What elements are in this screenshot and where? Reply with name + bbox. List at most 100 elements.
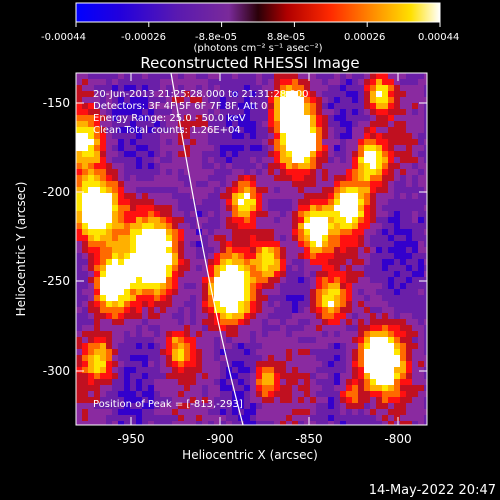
heatmap-cell <box>262 265 268 271</box>
heatmap-cell <box>184 271 190 277</box>
heatmap-cell <box>358 241 364 247</box>
heatmap-cell <box>148 295 154 301</box>
heatmap-cell <box>94 157 100 163</box>
heatmap-cell <box>424 343 427 349</box>
heatmap-cell <box>364 409 370 415</box>
heatmap-cell <box>268 133 274 139</box>
heatmap-cell <box>226 283 232 289</box>
heatmap-cell <box>304 361 310 367</box>
heatmap-cell <box>304 169 310 175</box>
heatmap-cell <box>388 355 394 361</box>
heatmap-cell <box>334 271 340 277</box>
heatmap-cell <box>184 415 190 421</box>
heatmap-cell <box>286 103 292 109</box>
heatmap-cell <box>328 403 334 409</box>
heatmap-cell <box>100 187 106 193</box>
heatmap-cell <box>232 115 238 121</box>
heatmap-cell <box>274 235 280 241</box>
heatmap-cell <box>148 325 154 331</box>
heatmap-cell <box>118 235 124 241</box>
heatmap-cell <box>100 205 106 211</box>
heatmap-cell <box>316 421 322 425</box>
heatmap-cell <box>412 331 418 337</box>
heatmap-cell <box>100 277 106 283</box>
heatmap-cell <box>220 85 226 91</box>
heatmap-cell <box>424 133 427 139</box>
heatmap-cell <box>298 361 304 367</box>
heatmap-cell <box>346 277 352 283</box>
heatmap-cell <box>400 229 406 235</box>
heatmap-cell <box>106 421 112 425</box>
heatmap-cell <box>184 241 190 247</box>
heatmap-cell <box>256 211 262 217</box>
heatmap-cell <box>94 283 100 289</box>
heatmap-cell <box>268 319 274 325</box>
heatmap-cell <box>190 211 196 217</box>
heatmap-cell <box>424 205 427 211</box>
heatmap-cell <box>154 187 160 193</box>
heatmap-cell <box>130 367 136 373</box>
heatmap-cell <box>190 97 196 103</box>
heatmap-cell <box>346 385 352 391</box>
heatmap-cell <box>268 295 274 301</box>
heatmap-cell <box>418 337 424 343</box>
heatmap-cell <box>352 235 358 241</box>
heatmap-cell <box>226 97 232 103</box>
heatmap-cell <box>178 145 184 151</box>
heatmap-cell <box>274 217 280 223</box>
heatmap-cell <box>124 241 130 247</box>
heatmap-cell <box>184 109 190 115</box>
heatmap-cell <box>166 115 172 121</box>
heatmap-cell <box>226 307 232 313</box>
heatmap-cell <box>226 241 232 247</box>
heatmap-cell <box>136 103 142 109</box>
heatmap-cell <box>232 163 238 169</box>
heatmap-cell <box>238 397 244 403</box>
heatmap-cell <box>376 103 382 109</box>
heatmap-cell <box>400 85 406 91</box>
heatmap-cell <box>412 403 418 409</box>
heatmap-cell <box>160 97 166 103</box>
heatmap-cell <box>268 73 274 79</box>
heatmap-cell <box>136 337 142 343</box>
heatmap-cell <box>190 247 196 253</box>
heatmap-cell <box>100 103 106 109</box>
heatmap-cell <box>76 421 82 425</box>
heatmap-cell <box>226 73 232 79</box>
heatmap-cell <box>322 181 328 187</box>
heatmap-cell <box>148 307 154 313</box>
heatmap-cell <box>340 403 346 409</box>
heatmap-cell <box>424 175 427 181</box>
heatmap-cell <box>238 97 244 103</box>
heatmap-cell <box>322 307 328 313</box>
heatmap-cell <box>226 319 232 325</box>
heatmap-cell <box>262 421 268 425</box>
heatmap-cell <box>304 217 310 223</box>
heatmap-cell <box>238 187 244 193</box>
heatmap-cell <box>274 373 280 379</box>
heatmap-cell <box>364 379 370 385</box>
heatmap-cell <box>112 223 118 229</box>
heatmap-cell <box>352 415 358 421</box>
heatmap-cell <box>94 97 100 103</box>
heatmap-cell <box>286 259 292 265</box>
heatmap-cell <box>250 319 256 325</box>
heatmap-cell <box>322 97 328 103</box>
heatmap-cell <box>112 193 118 199</box>
heatmap-cell <box>130 397 136 403</box>
heatmap-cell <box>376 97 382 103</box>
heatmap-cell <box>226 301 232 307</box>
heatmap-cell <box>256 289 262 295</box>
heatmap-cell <box>226 139 232 145</box>
heatmap-cell <box>406 115 412 121</box>
heatmap-cell <box>418 223 424 229</box>
heatmap-cell <box>208 109 214 115</box>
heatmap-cell <box>274 259 280 265</box>
heatmap-cell <box>196 313 202 319</box>
heatmap-cell <box>142 235 148 241</box>
heatmap-cell <box>394 145 400 151</box>
heatmap-cell <box>208 241 214 247</box>
heatmap-cell <box>184 145 190 151</box>
heatmap-cell <box>160 163 166 169</box>
heatmap-cell <box>268 91 274 97</box>
